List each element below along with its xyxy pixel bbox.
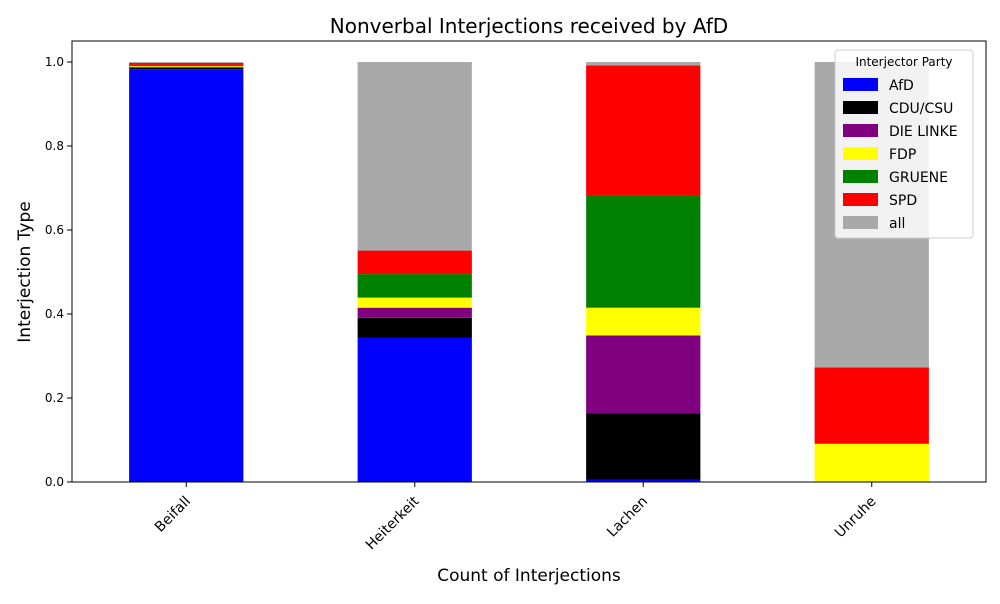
x-tick-label: Lachen — [604, 494, 651, 541]
legend-swatch — [843, 78, 878, 91]
plot-frame — [71, 40, 987, 483]
x-tick-label: Beifall — [152, 494, 194, 536]
y-axis-label: Interjection Type — [15, 201, 35, 342]
y-tick-label: 1.0 — [45, 55, 64, 69]
bar-segment-heiterkeit-fdp — [357, 297, 472, 308]
bar-segment-lachen-all — [586, 62, 701, 66]
bar-segment-lachen-spd — [586, 65, 701, 196]
y-tick-label: 0.2 — [45, 391, 64, 405]
bar-segment-heiterkeit-afd — [357, 337, 472, 482]
y-tick-label: 0.4 — [45, 307, 64, 321]
bar-segment-beifall-afd — [129, 69, 244, 482]
chart-title: Nonverbal Interjections received by AfD — [330, 14, 728, 38]
x-tick-label: Heiterkeit — [363, 493, 423, 553]
bar-segment-beifall-spd — [129, 62, 244, 65]
bar-segment-lachen-fdp — [586, 307, 701, 336]
legend-swatch — [843, 124, 878, 137]
legend-swatch — [843, 193, 878, 206]
bar-segment-heiterkeit-gruene — [357, 274, 472, 298]
x-tick-label: Unruhe — [832, 494, 880, 542]
bar-segment-lachen-afd — [586, 479, 701, 482]
legend-entry-label: GRUENE — [889, 170, 948, 186]
legend-entry-label: DIE LINKE — [889, 124, 958, 140]
bars-layer — [129, 62, 929, 482]
legend-swatch — [843, 147, 878, 160]
bar-segment-beifall-cdu-csu — [129, 67, 244, 70]
legend-box — [834, 49, 974, 239]
legend-swatch — [843, 101, 878, 114]
y-tick-label: 0.0 — [45, 475, 64, 489]
bar-segment-heiterkeit-die-linke — [357, 307, 472, 318]
legend-title: Interjector Party — [855, 55, 952, 69]
x-axis-label: Count of Interjections — [437, 566, 621, 586]
y-tick-label: 0.6 — [45, 223, 64, 237]
y-tick-label: 0.8 — [45, 139, 64, 153]
legend-entry-label: CDU/CSU — [889, 101, 953, 117]
legend-entry-label: SPD — [889, 193, 917, 209]
legend-entry-label: AfD — [889, 78, 914, 94]
bar-segment-beifall-die-linke — [129, 67, 244, 68]
bar-segment-lachen-cdu-csu — [586, 413, 701, 480]
bar-segment-heiterkeit-all — [357, 62, 472, 251]
legend-entry-label: FDP — [889, 147, 916, 163]
legend-entry-label: all — [889, 216, 905, 232]
bar-segment-beifall-fdp — [129, 66, 244, 68]
bar-segment-beifall-all — [129, 62, 244, 63]
legend-swatch — [843, 216, 878, 229]
bar-segment-unruhe-fdp — [814, 443, 929, 482]
bar-segment-beifall-gruene — [129, 64, 244, 67]
bar-segment-heiterkeit-cdu-csu — [357, 317, 472, 338]
bar-segment-unruhe-spd — [814, 367, 929, 444]
bar-segment-lachen-gruene — [586, 195, 701, 308]
legend: Interjector Party AfD CDU/CSU DIE LINKE FDP G… — [834, 49, 974, 239]
bar-segment-lachen-die-linke — [586, 335, 701, 414]
bar-segment-heiterkeit-spd — [357, 250, 472, 275]
legend-swatch — [843, 170, 878, 183]
